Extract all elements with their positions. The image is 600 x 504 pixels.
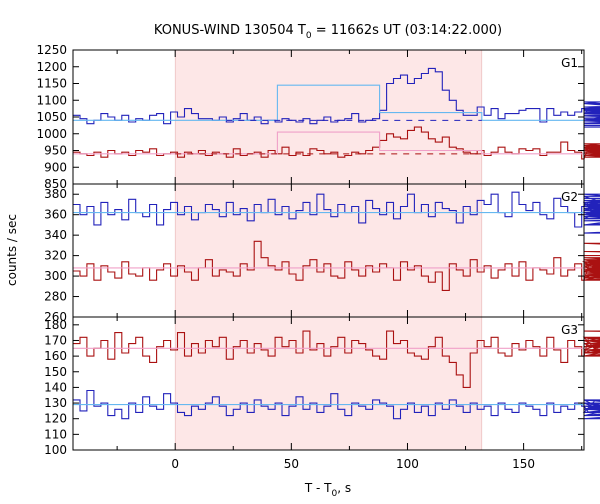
y-tick-label: 1150 (36, 77, 67, 91)
y-tick-label: 110 (44, 427, 67, 441)
y-tick-label: 170 (44, 333, 67, 347)
chart-title-sub: 0 (306, 31, 312, 41)
y-tick-label: 300 (44, 269, 67, 283)
series-g1-2 (73, 84, 584, 121)
x-tick-label: 50 (284, 457, 299, 471)
y-tick-label: 1200 (36, 60, 67, 74)
x-axis-label-sub: 0 (332, 489, 338, 499)
y-tick-label: 1100 (36, 93, 67, 107)
chart-title-main: KONUS-WIND 130504 T (154, 23, 306, 38)
y-tick-label: 1050 (36, 110, 67, 124)
chart-title: KONUS-WIND 130504 T0 = 11662s UT (03:14:… (154, 23, 502, 41)
y-tick-label: 160 (44, 349, 67, 363)
series-g1-0 (73, 67, 600, 128)
y-tick-label: 150 (44, 365, 67, 379)
y-tick-label: 950 (44, 144, 67, 158)
series-g2-1 (73, 240, 600, 291)
panel-g1: 850 900 950 1000 1050 1100 1150 1200 1250 G1 (36, 43, 600, 191)
y-tick-label: 380 (44, 187, 67, 201)
y-tick-label: 260 (44, 310, 67, 324)
x-tick-label: 100 (396, 457, 419, 471)
panel-label: G3 (561, 323, 578, 337)
y-tick-label: 280 (44, 290, 67, 304)
y-tick-label: 340 (44, 228, 67, 242)
chart-title-rest: = 11662s UT (03:14:22.000) (312, 23, 502, 38)
x-tick-label: 150 (512, 457, 535, 471)
x-tick-label: 0 (171, 457, 179, 471)
panel-frame (72, 316, 585, 451)
panel-label: G2 (561, 190, 578, 204)
y-tick-label: 320 (44, 249, 67, 263)
panel-g2: 260 280 300 320 340 360 380 G2 (44, 183, 600, 324)
y-tick-label: 1000 (36, 127, 67, 141)
series-g3-0 (73, 389, 600, 420)
panel-label: G1 (561, 56, 578, 70)
y-tick-label: 1250 (36, 43, 67, 57)
y-tick-label: 900 (44, 160, 67, 174)
series-g2-0 (73, 191, 600, 234)
y-tick-label: 360 (44, 208, 67, 222)
y-tick-label: 180 (44, 318, 67, 332)
series-g3-1 (73, 330, 600, 388)
x-axis-label-main: T - T (304, 481, 332, 495)
y-tick-label: 100 (44, 443, 67, 457)
series-g1-3 (73, 131, 584, 155)
y-tick-label: 850 (44, 177, 67, 191)
y-tick-label: 130 (44, 396, 67, 410)
x-axis-label: T - T0, s (304, 481, 351, 499)
series-g1-1 (73, 126, 600, 160)
panels: 850900950100010501100115012001250G126028… (36, 43, 600, 471)
y-axis-label: counts / sec (5, 214, 19, 286)
x-axis-label-rest: , s (337, 481, 351, 495)
y-tick-label: 140 (44, 380, 67, 394)
y-tick-label: 120 (44, 412, 67, 426)
